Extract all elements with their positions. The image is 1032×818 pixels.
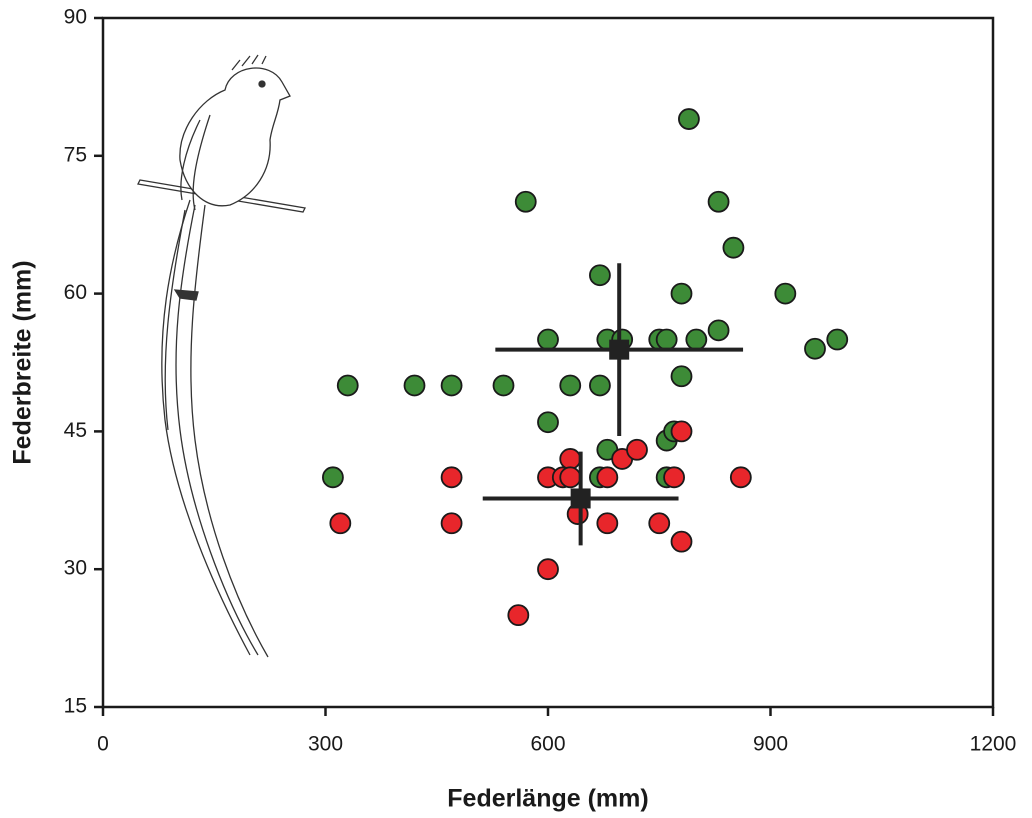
point	[678, 108, 700, 130]
y-tick-label: 75	[64, 143, 87, 166]
point	[559, 448, 582, 470]
point	[589, 264, 611, 287]
point	[670, 420, 693, 443]
y-tick-label: 15	[64, 695, 87, 718]
point	[804, 337, 826, 360]
y-tick-label: 60	[64, 281, 87, 304]
point	[559, 466, 582, 489]
point	[440, 466, 463, 489]
point	[336, 374, 359, 397]
point	[440, 374, 463, 397]
point	[707, 319, 730, 342]
point	[537, 558, 559, 581]
point	[596, 466, 619, 489]
x-axis-title: Federlänge (mm)	[447, 785, 648, 813]
x-tick-label: 600	[530, 733, 565, 756]
mean-marker	[609, 339, 630, 360]
point	[663, 466, 685, 489]
point	[514, 190, 537, 213]
point	[670, 365, 693, 388]
point	[559, 374, 582, 397]
bird-illustration	[137, 54, 306, 658]
point	[589, 374, 611, 397]
point	[403, 374, 426, 397]
point	[670, 282, 693, 305]
point	[507, 604, 530, 627]
point	[492, 374, 515, 397]
x-tick-label: 300	[308, 733, 343, 756]
point	[648, 512, 671, 535]
mean-marker	[570, 488, 591, 509]
point	[722, 236, 745, 259]
point	[826, 328, 849, 351]
y-tick-label: 45	[64, 419, 87, 442]
point	[626, 438, 648, 461]
point	[729, 466, 752, 489]
point	[329, 512, 352, 535]
point	[670, 530, 693, 553]
y-tick-label: 90	[64, 6, 87, 29]
x-tick-label: 0	[97, 733, 109, 756]
point	[707, 190, 730, 213]
point	[685, 328, 708, 351]
point	[774, 282, 797, 305]
point	[537, 328, 559, 351]
point	[596, 512, 619, 535]
point	[322, 466, 344, 489]
y-tick-label: 30	[64, 557, 87, 580]
x-tick-label: 900	[753, 733, 788, 756]
point	[537, 411, 559, 434]
x-tick-label: 1200	[970, 733, 1017, 756]
y-axis-title: Federbreite (mm)	[9, 260, 37, 464]
point	[655, 328, 678, 351]
point	[440, 512, 463, 535]
